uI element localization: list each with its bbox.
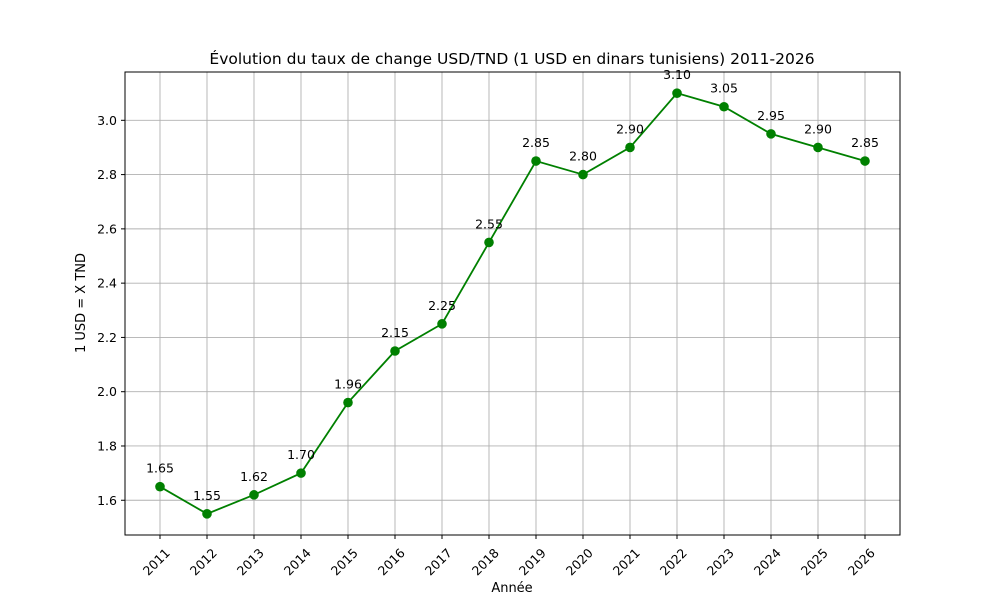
x-tick-label: 2021 [610, 545, 643, 578]
x-tick-label: 2012 [187, 545, 220, 578]
x-tick-label: 2018 [469, 545, 502, 578]
x-tick-label: 2013 [234, 545, 267, 578]
y-tick-label: 2.8 [97, 167, 117, 182]
data-point [296, 468, 306, 478]
y-tick-label: 2.6 [97, 221, 117, 236]
data-point [578, 169, 588, 180]
x-tick-label: 2024 [751, 545, 784, 578]
data-label: 2.90 [616, 121, 644, 136]
x-tick-label: 2016 [375, 545, 408, 578]
series-line [159, 92, 866, 515]
x-tick-label: 2014 [281, 545, 314, 578]
data-label: 1.55 [193, 488, 221, 503]
x-tick-label: 2023 [704, 545, 737, 578]
data-point [531, 156, 541, 166]
y-axis-label: 1 USD = X TND [74, 253, 89, 353]
y-tick-label: 2.4 [97, 276, 117, 291]
y-tick-label: 1.6 [97, 493, 117, 508]
data-label: 1.70 [287, 447, 315, 462]
plot-frame [124, 71, 901, 536]
grid [125, 72, 900, 535]
data-point [390, 346, 400, 356]
data-label: 3.10 [663, 67, 691, 82]
data-point [343, 397, 353, 408]
data-point [155, 481, 165, 492]
y-tick-label: 2.0 [97, 384, 117, 399]
y-axis: 1.6 1.8 2.0 2.2 2.4 2.6 2.8 3.0 [97, 113, 125, 508]
x-tick-label: 2025 [798, 545, 831, 578]
y-tick-label: 1.8 [97, 438, 117, 453]
x-tick-label: 2026 [845, 545, 878, 578]
x-tick-label: 2011 [140, 545, 173, 578]
x-tick-label: 2020 [563, 545, 596, 578]
y-tick-label: 3.0 [97, 113, 117, 128]
data-point [860, 156, 870, 166]
x-axis-label: Année [491, 581, 532, 596]
x-axis: 2011 2012 2013 2014 2015 2016 2017 2018 2019 2020… [140, 535, 878, 578]
data-point [202, 509, 212, 519]
data-point [672, 88, 682, 98]
data-label: 1.65 [146, 461, 174, 476]
x-tick-label: 2019 [516, 545, 549, 578]
data-label: 1.62 [240, 469, 268, 484]
series-group: 1.65 1.55 1.62 1.70 1.96 2.15 2.25 2.55 2.85 2.80… [146, 67, 879, 519]
data-label: 2.95 [757, 108, 785, 123]
y-tick-label: 2.2 [97, 330, 117, 345]
x-tick-label: 2017 [422, 545, 455, 578]
data-point [437, 319, 447, 329]
data-point [719, 101, 729, 112]
data-point [766, 129, 776, 139]
data-label: 2.90 [804, 121, 832, 136]
data-label: 3.05 [710, 81, 738, 96]
data-label: 2.80 [569, 149, 597, 164]
data-label: 2.85 [522, 135, 550, 150]
x-tick-label: 2022 [657, 545, 690, 578]
data-point [484, 237, 494, 248]
x-tick-label: 2015 [328, 545, 361, 578]
data-point [625, 142, 635, 153]
data-label: 2.55 [475, 216, 503, 231]
data-label: 2.25 [428, 298, 456, 313]
data-label: 2.85 [851, 135, 879, 150]
chart-title: Évolution du taux de change USD/TND (1 U… [209, 49, 814, 68]
data-point [249, 490, 259, 500]
data-label: 2.15 [381, 325, 409, 340]
data-label: 1.96 [334, 377, 362, 392]
data-point [813, 142, 823, 153]
